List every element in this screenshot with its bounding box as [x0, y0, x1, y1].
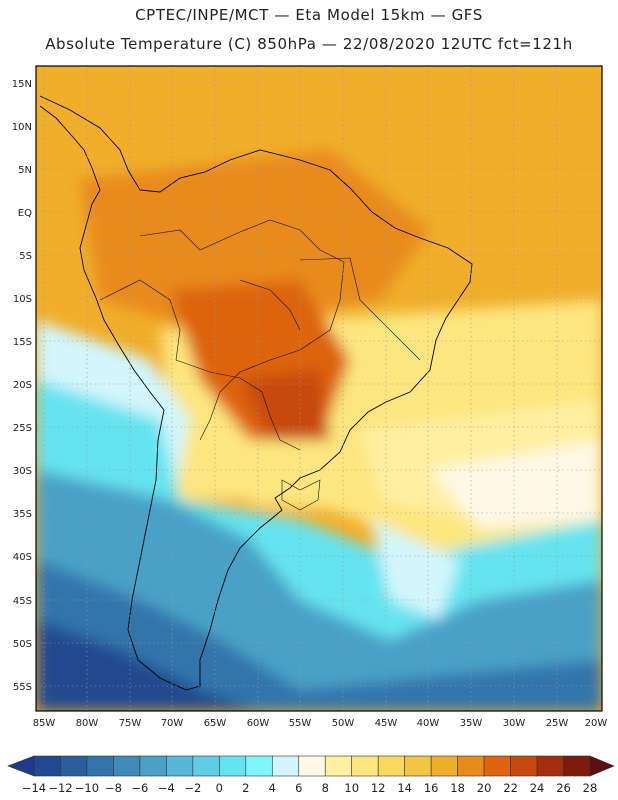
- lat-tick: EQ: [18, 208, 32, 219]
- colorbar-label: 22: [503, 781, 518, 795]
- colorbar-swatch: [351, 755, 379, 777]
- colorbar-swatch: [377, 755, 405, 777]
- lat-tick: 15S: [13, 337, 32, 348]
- lat-tick: 40S: [13, 552, 32, 563]
- colorbar-swatch: [298, 755, 326, 777]
- colorbar-arrow-right: [589, 755, 615, 777]
- lon-tick: 85W: [33, 718, 56, 729]
- colorbar-swatch: [60, 755, 88, 777]
- map-subtitle: Absolute Temperature (C) 850hPa — 22/08/…: [45, 35, 573, 53]
- colorbar-swatch: [245, 755, 273, 777]
- colorbar-swatch: [219, 755, 247, 777]
- lat-tick: 5S: [19, 251, 32, 262]
- lat-tick: 25S: [13, 423, 32, 434]
- colorbar-label: 6: [295, 781, 302, 795]
- colorbar-label: −14: [22, 781, 46, 795]
- lat-tick: 10N: [12, 122, 32, 133]
- lon-tick: 40W: [417, 718, 440, 729]
- colorbar-swatch: [430, 755, 458, 777]
- colorbar-swatch: [404, 755, 432, 777]
- colorbar-label: 2: [242, 781, 249, 795]
- colorbar-swatch: [192, 755, 220, 777]
- lat-tick: 15N: [12, 79, 32, 90]
- colorbar-swatch: [271, 755, 300, 777]
- lat-tick: 10S: [13, 294, 32, 305]
- colorbar-swatch: [457, 755, 485, 777]
- lon-tick: 75W: [119, 718, 142, 729]
- colorbar-label: −6: [131, 781, 148, 795]
- colorbar-swatch: [324, 755, 353, 777]
- lat-tick: 5N: [18, 165, 32, 176]
- colorbar-label: −12: [48, 781, 72, 795]
- map-title: CPTEC/INPE/MCT — Eta Model 15km — GFS: [135, 6, 483, 24]
- lat-tick: 20S: [13, 380, 32, 391]
- lon-tick: 45W: [375, 718, 398, 729]
- lat-tick: 35S: [13, 509, 32, 520]
- colorbar-label: 16: [424, 781, 439, 795]
- lon-tick: 70W: [161, 718, 184, 729]
- colorbar-label: 8: [322, 781, 329, 795]
- colorbar-label: −4: [158, 781, 175, 795]
- lat-tick: 50S: [13, 639, 32, 650]
- colorbar-swatch: [536, 755, 564, 777]
- colorbar-swatch: [483, 755, 511, 777]
- colorbar-swatch: [166, 755, 194, 777]
- map-frame: [35, 65, 603, 712]
- lon-tick: 55W: [289, 718, 312, 729]
- temperature-field: [36, 66, 602, 711]
- lon-tick: 50W: [332, 718, 355, 729]
- lon-tick: 60W: [247, 718, 270, 729]
- colorbar-arrow-left: [7, 755, 35, 777]
- colorbar-label: 14: [397, 781, 412, 795]
- colorbar-label: 12: [371, 781, 386, 795]
- lon-tick: 30W: [503, 718, 526, 729]
- colorbar-label: 10: [344, 781, 359, 795]
- latitude-labels: 15N 10N 5N EQ 5S 10S 15S 20S 25S 30S 35S…: [12, 79, 32, 693]
- colorbar: −14 −12 −10 −8 −6 −4 −2 0 2 4 6 8 10 12 14 16 18 20 22 24 26…: [7, 755, 615, 795]
- colorbar-label: 28: [583, 781, 598, 795]
- colorbar-swatch: [33, 755, 61, 777]
- lon-tick: 35W: [460, 718, 483, 729]
- colorbar-label: 18: [450, 781, 465, 795]
- colorbar-label: 4: [269, 781, 276, 795]
- lat-tick: 45S: [13, 596, 32, 607]
- coastline: [39, 95, 473, 691]
- colorbar-label: 0: [216, 781, 223, 795]
- lon-tick: 80W: [76, 718, 99, 729]
- colorbar-label: 26: [556, 781, 571, 795]
- colorbar-swatch: [113, 755, 141, 777]
- lon-tick: 20W: [585, 718, 608, 729]
- colorbar-swatch: [563, 755, 591, 777]
- colorbar-label: 20: [477, 781, 492, 795]
- lat-tick: 55S: [13, 682, 32, 693]
- longitude-labels: 85W 80W 75W 70W 65W 60W 55W 50W 45W 40W …: [33, 718, 608, 729]
- colorbar-label: 24: [530, 781, 545, 795]
- colorbar-label: −8: [105, 781, 122, 795]
- lon-tick: 25W: [546, 718, 569, 729]
- colorbar-swatch: [86, 755, 114, 777]
- lat-tick: 30S: [13, 466, 32, 477]
- colorbar-label: −10: [75, 781, 99, 795]
- colorbar-swatch: [510, 755, 538, 777]
- lon-tick: 65W: [204, 718, 227, 729]
- colorbar-swatch: [139, 755, 167, 777]
- colorbar-label: −2: [184, 781, 201, 795]
